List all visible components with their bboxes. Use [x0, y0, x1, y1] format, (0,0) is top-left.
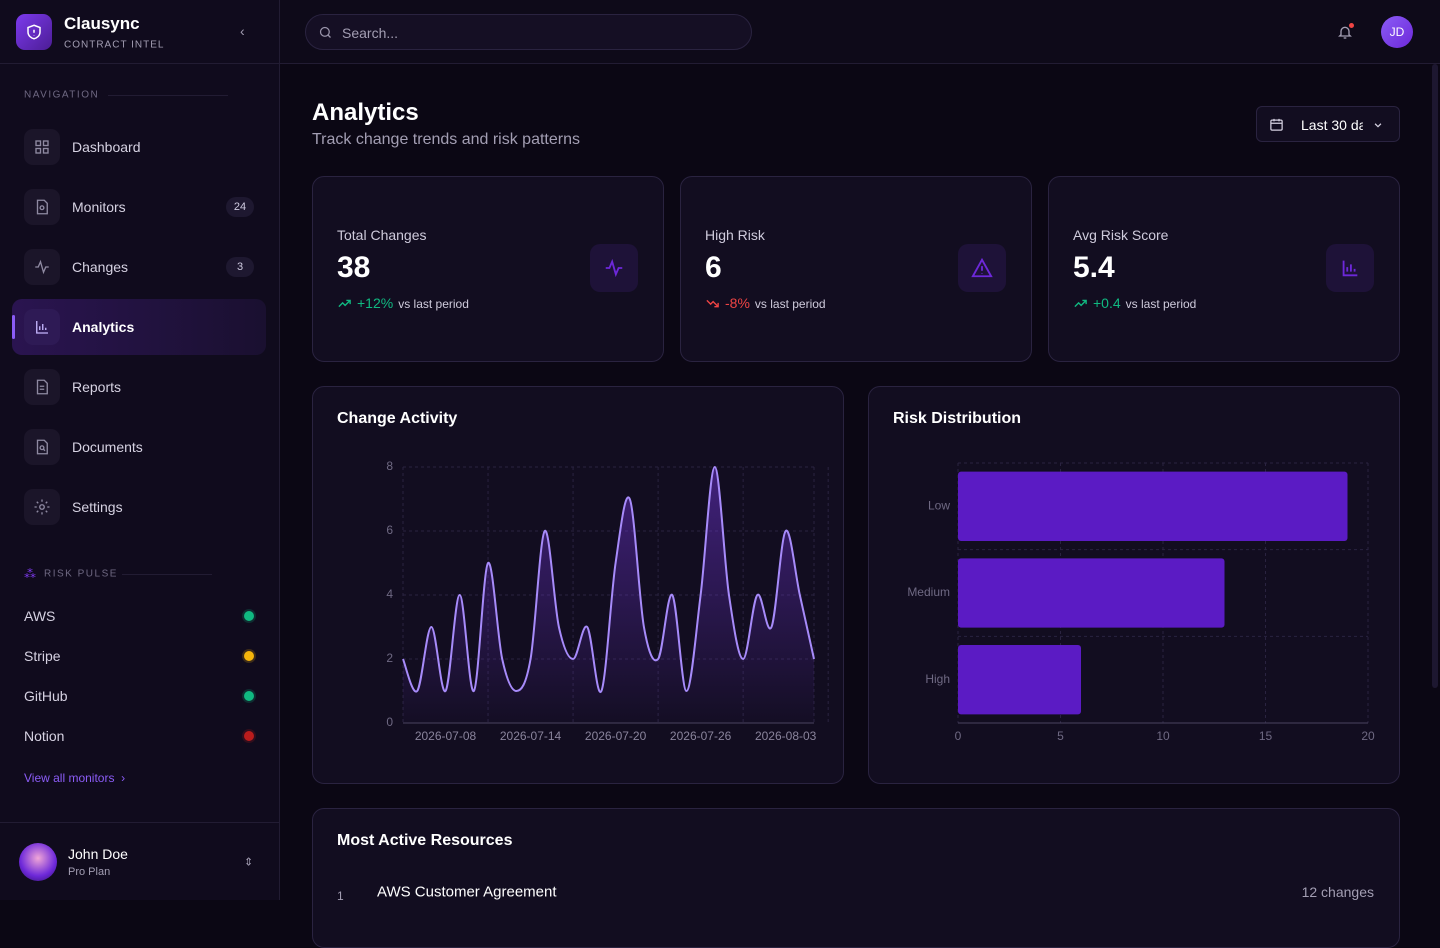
- risk-heading: RISK PULSE: [44, 568, 118, 580]
- stat-change: +0.4: [1093, 295, 1121, 311]
- logo: [16, 14, 52, 50]
- risk-name[interactable]: AWS: [24, 608, 56, 624]
- trend-icon: [1074, 299, 1087, 308]
- range-text: Last 30 days: [1301, 117, 1363, 133]
- avatar[interactable]: JD: [1381, 16, 1413, 48]
- nav-badge: 24: [226, 197, 254, 217]
- stat-value: 5.4: [1073, 251, 1115, 284]
- status-dot: [244, 691, 254, 701]
- nav-icon: [24, 429, 60, 465]
- stat-label: Total Changes: [337, 227, 427, 243]
- collapse-button[interactable]: ‹: [240, 23, 245, 39]
- view-all-link[interactable]: View all monitors ›: [24, 771, 126, 785]
- search-placeholder: Search...: [342, 25, 399, 41]
- status-dot: [244, 651, 254, 661]
- risk-name[interactable]: GitHub: [24, 688, 68, 704]
- resource-rank: 1: [337, 889, 344, 903]
- stat-note: vs last period: [1125, 297, 1197, 311]
- scrollbar: [1432, 64, 1438, 688]
- search-box[interactable]: Search...: [305, 14, 752, 50]
- view-all-text: View all monitors: [24, 771, 115, 785]
- nav-label: Analytics: [72, 319, 135, 335]
- nav-label: Dashboard: [72, 139, 141, 155]
- nav-icon: [24, 249, 60, 285]
- brand: Clausync: [64, 14, 140, 33]
- risk-name[interactable]: Stripe: [24, 648, 61, 664]
- user-avatar[interactable]: [19, 843, 57, 881]
- stat-change: +12%: [357, 295, 394, 311]
- nav-label: Monitors: [72, 199, 126, 215]
- nav-label: Documents: [72, 439, 143, 455]
- user-menu[interactable]: ⇕: [244, 856, 254, 869]
- resource-count: 12 changes: [1301, 884, 1374, 900]
- page-subtitle: Track change trends and risk patterns: [312, 131, 580, 148]
- nav-icon: [24, 189, 60, 225]
- page-title: Analytics: [312, 99, 419, 126]
- sidebar: Clausync CONTRACT INTEL ‹ NAVIGATION Das…: [0, 0, 280, 900]
- status-dot: [244, 611, 254, 621]
- stat-icon: [1326, 244, 1374, 292]
- nav-label: Settings: [72, 499, 123, 515]
- stat-note: vs last period: [398, 297, 469, 311]
- bar-chart-card: [868, 386, 1400, 784]
- stat-note: vs last period: [754, 297, 826, 311]
- resources-card: [312, 808, 1400, 948]
- stat-label: Avg Risk Score: [1073, 227, 1169, 243]
- stat-change: -8%: [725, 295, 750, 311]
- trend-icon: [338, 299, 351, 308]
- user-name: John Doe: [68, 846, 128, 862]
- resource-name: AWS Customer Agreement: [377, 883, 557, 901]
- tagline: CONTRACT INTEL: [64, 39, 165, 51]
- nav-badge: 3: [226, 257, 254, 277]
- stat-label: High Risk: [705, 227, 765, 243]
- nav-icon: [24, 369, 60, 405]
- nav-label: Changes: [72, 259, 129, 275]
- pulse-icon: ⁂: [24, 567, 36, 581]
- risk-name[interactable]: Notion: [24, 728, 65, 744]
- nav-icon: [24, 309, 60, 345]
- topbar: Search... JD: [280, 0, 1440, 64]
- range-select[interactable]: Last 30 days: [1256, 106, 1400, 142]
- nav-icon: [24, 489, 60, 525]
- stat-icon: [958, 244, 1006, 292]
- active-indicator: [12, 315, 15, 339]
- user-plan: Pro Plan: [68, 866, 111, 878]
- nav-heading: NAVIGATION: [24, 89, 100, 101]
- stat-value: 6: [705, 251, 722, 284]
- trend-icon: [706, 299, 719, 308]
- notifications[interactable]: [1337, 24, 1353, 40]
- nav-label: Reports: [72, 379, 122, 395]
- stat-value: 38: [337, 251, 371, 284]
- stat-icon: [590, 244, 638, 292]
- nav-icon: [24, 129, 60, 165]
- status-dot: [244, 731, 254, 741]
- resources-title: Most Active Resources: [337, 832, 513, 849]
- line-chart-card: [312, 386, 844, 784]
